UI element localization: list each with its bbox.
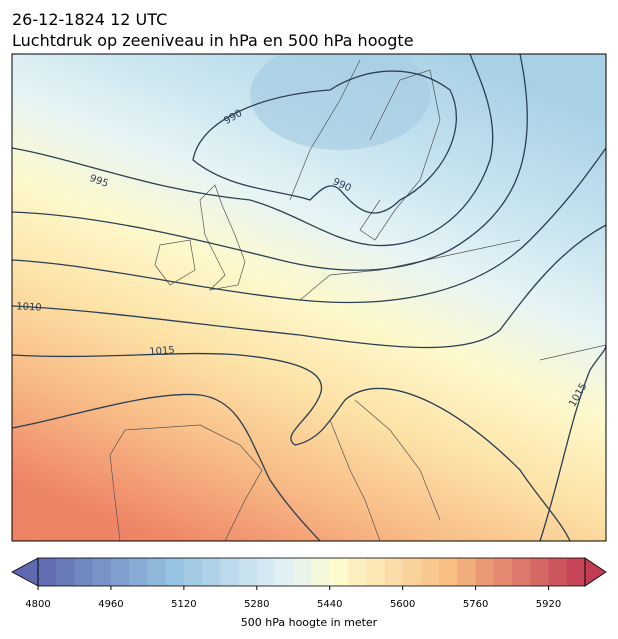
colorbar-tick-label: 5120	[171, 599, 196, 610]
colorbar-band	[38, 558, 57, 586]
colorbar-band	[256, 558, 276, 586]
colorbar-tick-label: 4960	[98, 599, 123, 610]
colorbar-band	[384, 558, 404, 586]
colorbar-band	[493, 558, 513, 586]
colorbar-band	[457, 558, 477, 586]
isobar	[539, 344, 606, 541]
colorbar-band	[420, 558, 440, 586]
colorbar-tick-label: 5280	[244, 599, 269, 610]
map: 990 990 995 1010 1015 1015	[12, 54, 606, 541]
colorbar-band	[293, 558, 312, 586]
colorbar-band	[183, 558, 203, 586]
colorbar-extend-low	[11, 557, 39, 587]
low-center	[250, 54, 430, 150]
colorbar-band	[530, 558, 550, 586]
colorbar-band	[129, 558, 148, 586]
colorbar-label: 500 hPa hoogte in meter	[241, 616, 378, 629]
isobar	[12, 352, 571, 541]
colorbar-band	[165, 558, 185, 586]
colorbar-band	[366, 558, 385, 586]
coastline	[109, 424, 263, 541]
colorbar-band	[238, 558, 258, 586]
colorbar-tick-label: 4800	[25, 599, 50, 610]
coastline	[154, 184, 246, 291]
isobar-label: 1010	[16, 301, 42, 313]
colorbar-band	[147, 558, 167, 586]
colorbar-band	[402, 558, 422, 586]
colorbar-band	[548, 558, 568, 586]
colorbar: 4800 4960 5120 5280 5440 5600 5760 5920	[11, 557, 607, 610]
colorbar-band	[475, 558, 495, 586]
isobar	[12, 147, 606, 304]
colorbar-band	[56, 558, 75, 586]
colorbar-tick-label: 5600	[390, 599, 415, 610]
isobar	[12, 224, 606, 349]
colorbar-band	[92, 558, 112, 586]
title: Luchtdruk op zeeniveau in hPa en 500 hPa…	[12, 31, 414, 50]
colorbar-band	[512, 558, 531, 586]
colorbar-band	[110, 558, 130, 586]
isobar	[12, 54, 494, 247]
colorbar-extend-high	[584, 557, 607, 587]
colorbar-band	[311, 558, 331, 586]
colorbar-band	[439, 558, 458, 586]
colorbar-band	[275, 558, 294, 586]
colorbar-frame	[37, 557, 586, 587]
isobar-label: 1015	[149, 345, 175, 358]
colorbar-band	[74, 558, 94, 586]
colorbar-tick-label: 5920	[536, 599, 561, 610]
colorbar-band	[220, 558, 240, 586]
isobar	[12, 393, 321, 541]
colorbar-band	[566, 558, 586, 586]
colorbar-tick-label: 5760	[463, 599, 488, 610]
isobar	[192, 70, 457, 214]
colorbar-band	[347, 558, 367, 586]
isobar	[12, 54, 528, 271]
colorbar-band	[202, 558, 221, 586]
date: 26-12-1824 12 UTC	[12, 10, 167, 29]
colorbar-tick-label: 5440	[317, 599, 342, 610]
map-frame	[11, 53, 607, 542]
colorbar-band	[329, 558, 349, 586]
